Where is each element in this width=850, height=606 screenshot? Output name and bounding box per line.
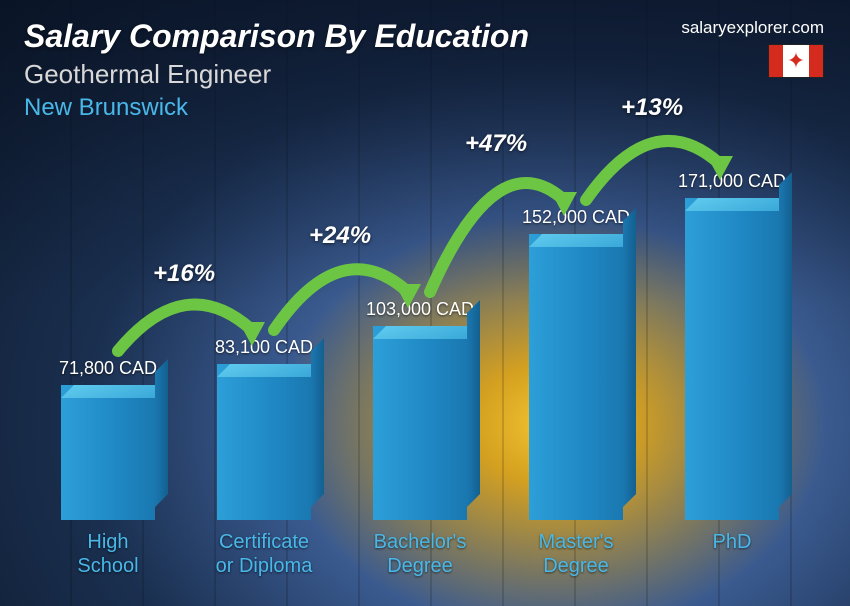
bar-value: 103,000 CAD (366, 299, 474, 320)
bar-group: 83,100 CAD Certificateor Diploma (189, 337, 339, 578)
brand-label: salaryexplorer.com (681, 18, 824, 38)
chart-title: Salary Comparison By Education (24, 18, 529, 55)
bar-group: 71,800 CAD HighSchool (33, 358, 183, 578)
header: Salary Comparison By Education Geotherma… (24, 18, 529, 122)
bar-label: Master'sDegree (539, 530, 614, 578)
bar-3d (61, 385, 155, 520)
bar-value: 152,000 CAD (522, 207, 630, 228)
bar-group: 171,000 CAD PhD (657, 171, 807, 578)
bar-3d (685, 198, 779, 520)
bar-label: PhD (713, 530, 752, 578)
bar-value: 83,100 CAD (215, 337, 313, 358)
bar-3d (217, 364, 311, 520)
bar-3d (529, 234, 623, 520)
bar-value: 171,000 CAD (678, 171, 786, 192)
bar-group: 152,000 CAD Master'sDegree (501, 207, 651, 578)
bar-value: 71,800 CAD (59, 358, 157, 379)
bar-label: Certificateor Diploma (216, 530, 313, 578)
bar-group: 103,000 CAD Bachelor'sDegree (345, 299, 495, 578)
maple-leaf-icon: ✦ (787, 50, 805, 72)
chart-location: New Brunswick (24, 94, 529, 122)
flag-canada-icon: ✦ (768, 44, 824, 78)
bar-label: Bachelor'sDegree (374, 530, 467, 578)
bar-chart: 71,800 CAD HighSchool 83,100 CAD Certificat… (30, 148, 810, 578)
bar-label: HighSchool (77, 530, 138, 578)
bar-3d (373, 326, 467, 520)
increase-pct: +13% (621, 94, 683, 122)
chart-subtitle: Geothermal Engineer (24, 59, 529, 90)
